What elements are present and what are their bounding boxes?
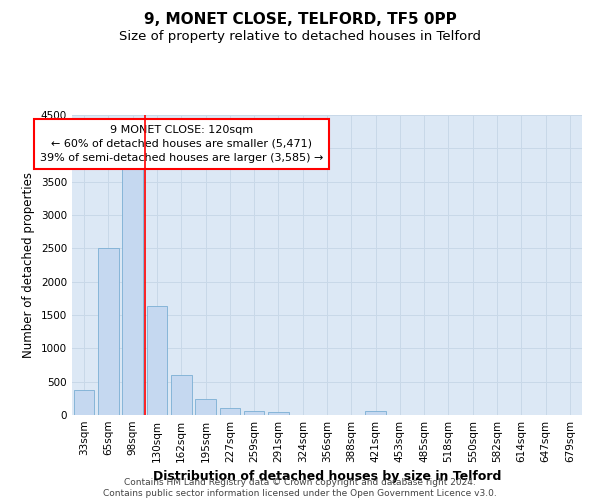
Y-axis label: Number of detached properties: Number of detached properties [22,172,35,358]
Bar [268,412,289,415]
Bar [220,408,240,415]
Bar [122,168,143,415]
Text: Size of property relative to detached houses in Telford: Size of property relative to detached ho… [119,30,481,43]
Bar [146,306,167,415]
Bar [171,375,191,415]
Bar [74,390,94,415]
Text: 9, MONET CLOSE, TELFORD, TF5 0PP: 9, MONET CLOSE, TELFORD, TF5 0PP [143,12,457,28]
Bar [244,412,265,415]
X-axis label: Distribution of detached houses by size in Telford: Distribution of detached houses by size … [153,470,501,484]
Text: 9 MONET CLOSE: 120sqm
← 60% of detached houses are smaller (5,471)
39% of semi-d: 9 MONET CLOSE: 120sqm ← 60% of detached … [40,125,323,163]
Bar [98,248,119,415]
Bar [195,399,216,415]
Text: Contains HM Land Registry data © Crown copyright and database right 2024.
Contai: Contains HM Land Registry data © Crown c… [103,478,497,498]
Bar [365,412,386,415]
